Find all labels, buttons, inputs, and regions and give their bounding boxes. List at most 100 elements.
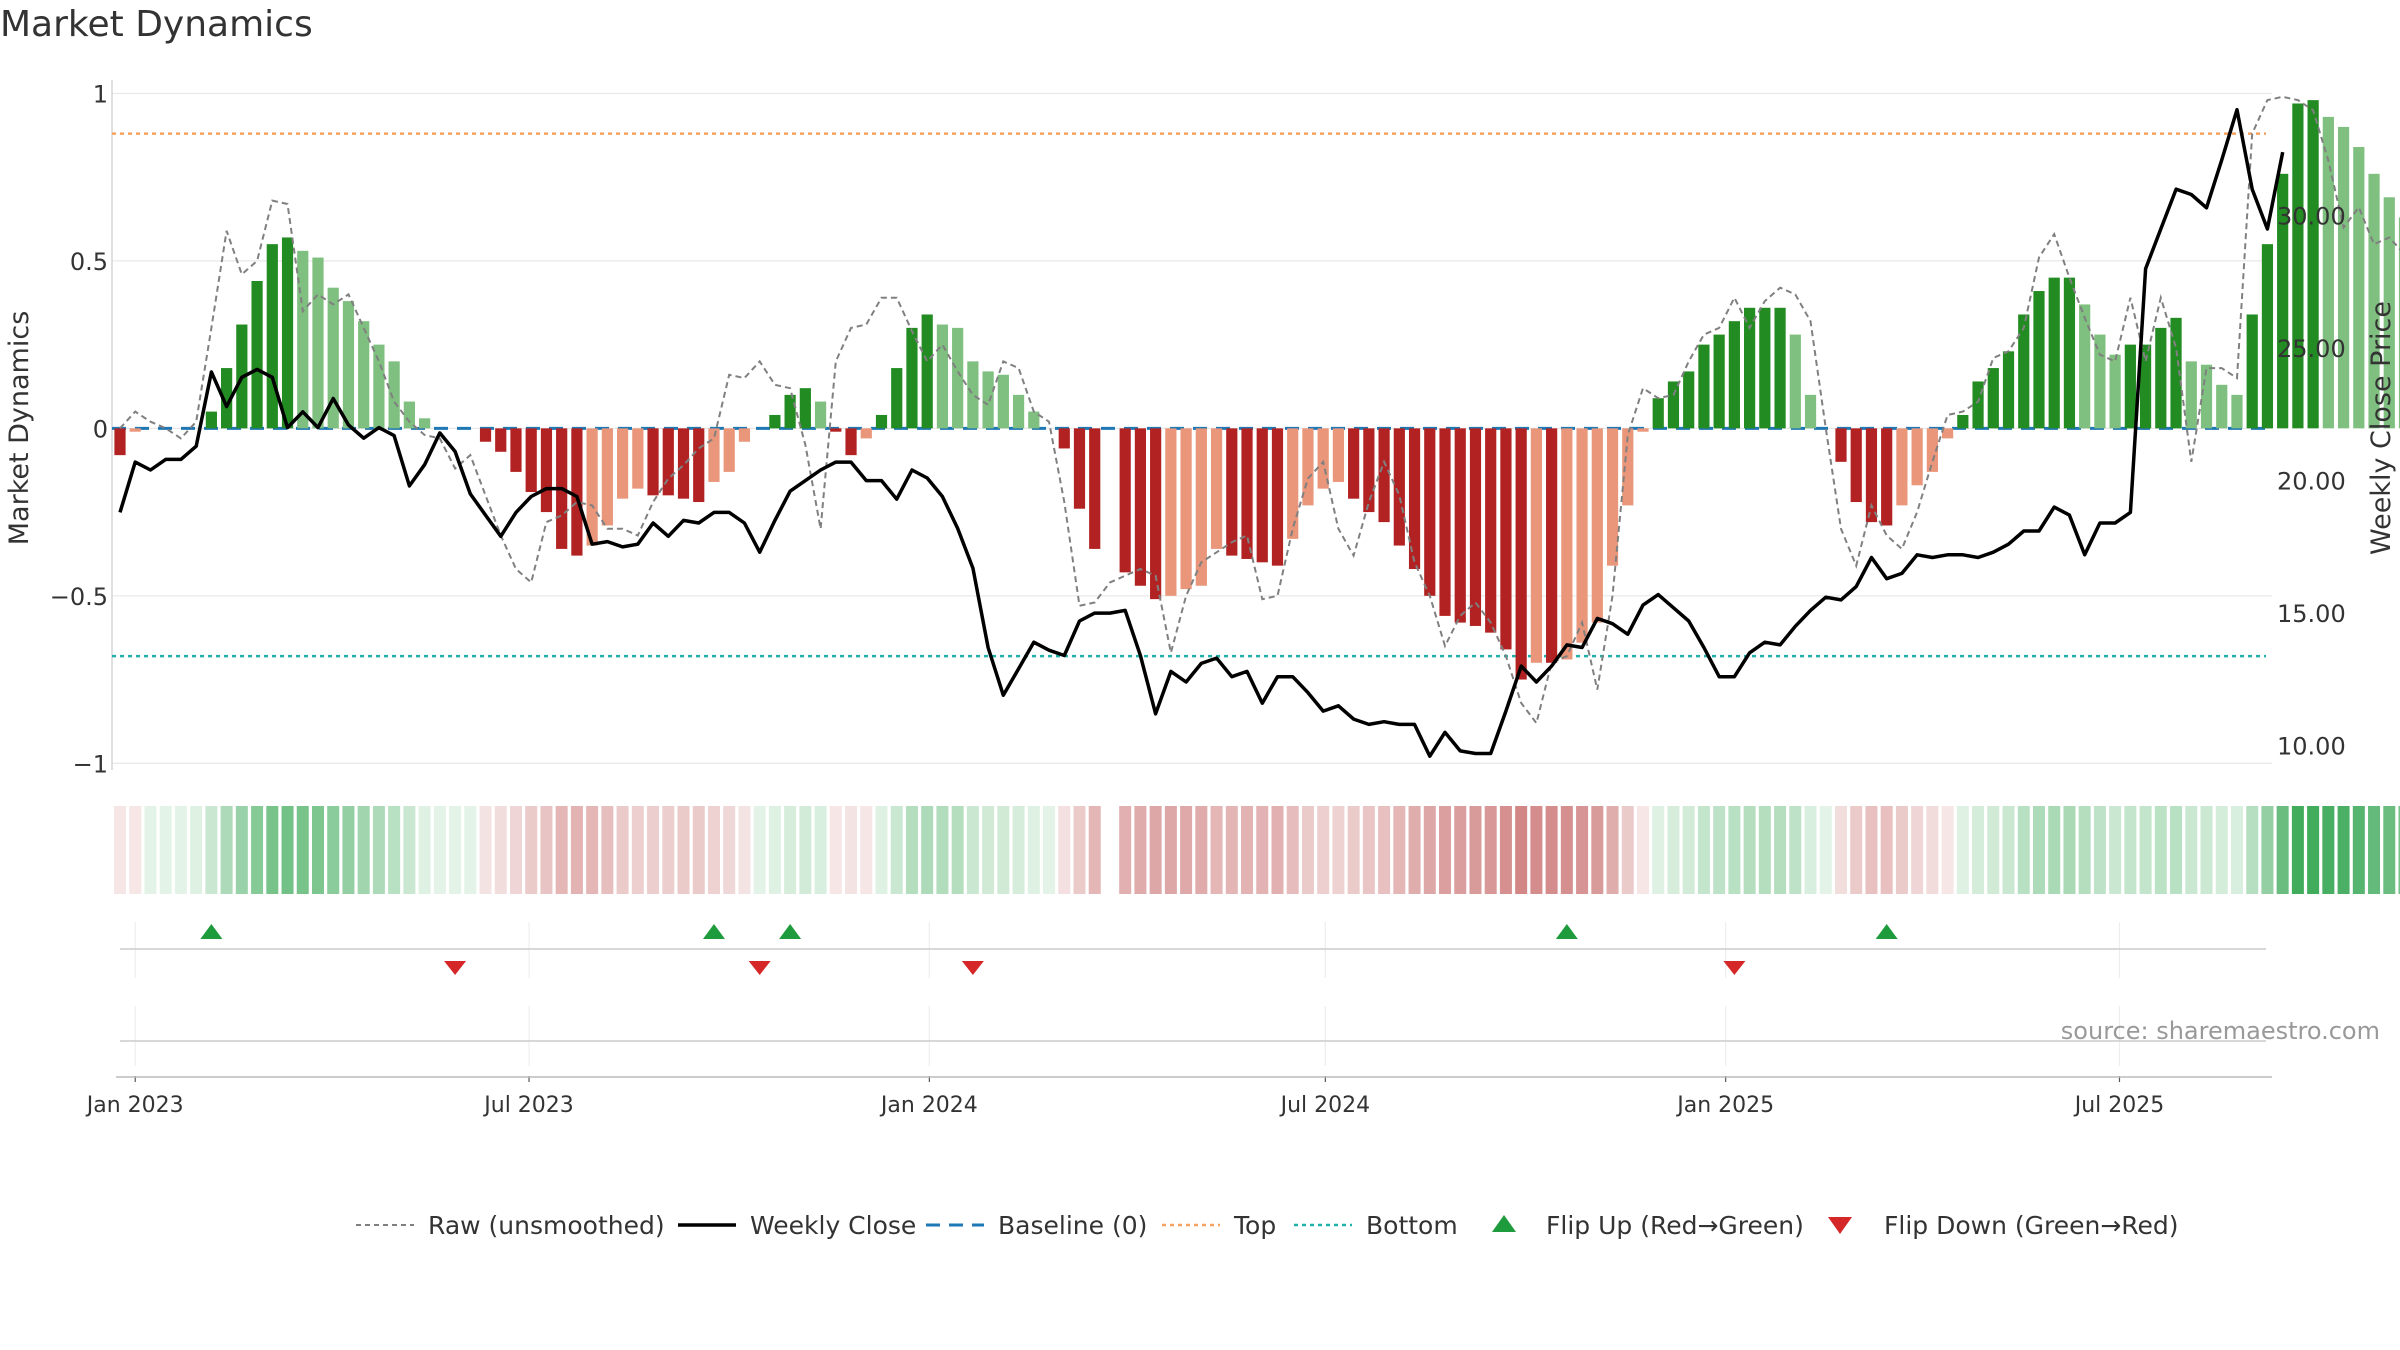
momentum-bar [2368,173,2380,429]
strength-cell [1241,806,1254,894]
strength-cell [1713,806,1726,894]
strength-cell [1697,806,1710,894]
momentum-bar [2109,354,2121,429]
momentum-bar [1287,428,1299,539]
strength-cell [1850,806,1863,894]
strength-cell [1301,806,1314,894]
momentum-bar [1012,394,1025,429]
strength-cell [723,806,736,894]
strength-cell [1941,806,1954,894]
strength-cell [2200,806,2213,894]
momentum-bar [1728,321,1740,429]
momentum-bar [1622,428,1634,506]
y2-tick-label: 25.00 [2277,335,2346,363]
legend-swatch-flip-down [1828,1217,1852,1234]
strength-cell [1073,806,1086,894]
strength-cell [2063,806,2076,894]
strength-cell [1027,806,1040,894]
momentum-bar [875,414,888,429]
momentum-bar [2155,327,2167,429]
momentum-bar [936,324,949,429]
momentum-bar [1789,334,1801,429]
momentum-bar [1348,428,1360,499]
strength-cell [982,806,995,894]
strength-cell [1332,806,1345,894]
momentum-bar [1195,428,1207,586]
momentum-bar [2246,314,2258,429]
x-tick-label: Jan 2025 [1675,1093,1774,1118]
momentum-bar [2216,384,2228,429]
momentum-bar [2124,344,2136,429]
strength-cell [1225,806,1238,894]
momentum-bar [2231,394,2243,429]
momentum-bar [1896,428,1908,506]
strength-cell [1819,806,1832,894]
momentum-bar [1561,428,1573,660]
x-tick-label: Jan 2023 [85,1093,184,1118]
y2-tick-label: 20.00 [2277,468,2346,496]
momentum-bar [906,327,918,429]
strength-cell [1347,806,1360,894]
strength-cell [799,806,812,894]
momentum-bar [1424,428,1436,596]
strength-cell [2109,806,2122,894]
momentum-bar [2292,103,2304,429]
momentum-bar [1134,428,1147,586]
strength-cell [1286,806,1299,894]
strength-cell [2276,806,2289,894]
strength-cell [2170,806,2183,894]
momentum-bar [967,361,979,429]
flip-down-marker [1723,961,1746,975]
momentum-bar [327,287,339,429]
strength-cell [464,806,477,894]
strength-cell [509,806,522,894]
x-axis: Jan 2023 Jul 2023 Jan 2024 Jul 2024 Jan 2025… [85,1076,2272,1118]
momentum-bar [1165,428,1177,596]
y2-axis-label: Weekly Close Price [2366,301,2397,555]
momentum-bar [1972,381,1984,429]
strength-cell [890,806,903,894]
strength-cell [768,806,781,894]
momentum-bar [1546,428,1558,663]
strength-cell [662,806,675,894]
strength-cell [1256,806,1269,894]
strength-cell [1423,806,1436,894]
momentum-bar [1835,428,1847,462]
strength-cell [433,806,446,894]
momentum-bar [1317,428,1329,489]
strength-cell [738,806,751,894]
strength-cell [1164,806,1177,894]
strength-cell [1804,806,1817,894]
strength-cell [921,806,934,894]
y-tick-label: 1 [93,80,108,108]
momentum-bar [708,428,720,482]
momentum-bar [2307,100,2319,429]
strength-cell [1606,806,1619,894]
momentum-bar [1667,381,1680,429]
momentum-bar [647,428,659,496]
momentum-bar [1454,428,1466,623]
strength-cell [2383,806,2396,894]
momentum-bar [1774,307,1786,429]
momentum-bar [1241,428,1253,559]
strength-cell [2261,806,2274,894]
strength-cell [479,806,492,894]
strength-cell [2048,806,2061,894]
legend-label: Baseline (0) [998,1211,1147,1240]
momentum-bar [479,428,492,442]
momentum-bar [952,327,964,429]
strength-cell [555,806,568,894]
momentum-bar [2002,351,2015,429]
strength-cell [1530,806,1543,894]
momentum-bar [266,244,278,429]
momentum-bar [1363,428,1375,513]
strength-cell [525,806,538,894]
strength-cell [1271,806,1284,894]
x-tick-label: Jan 2024 [879,1093,978,1118]
x-tick-label: Jul 2024 [1279,1093,1371,1118]
momentum-bar [129,428,141,432]
momentum-bar [616,428,629,499]
momentum-bar [1804,394,1817,429]
momentum-bar [2139,344,2152,429]
y-tick-label: 0 [93,415,108,443]
